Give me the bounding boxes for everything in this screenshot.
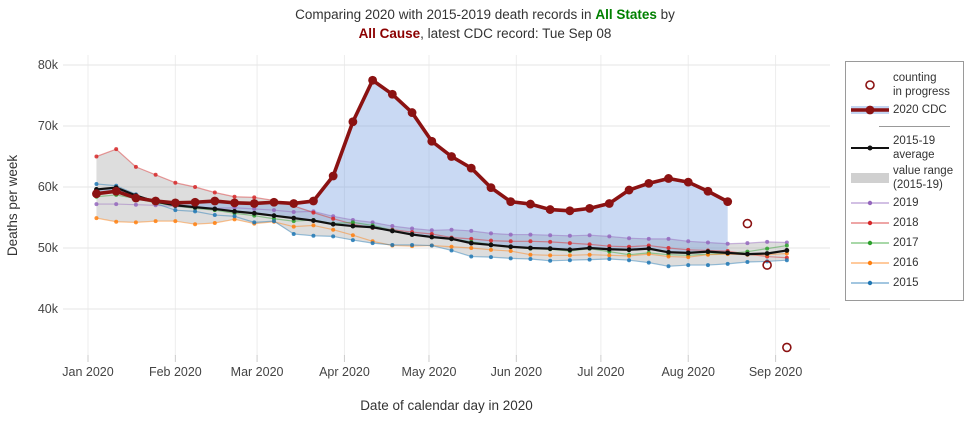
- legend-label: 2020 CDC: [893, 104, 947, 116]
- legend-swatch: [851, 234, 889, 252]
- legend-swatch: [851, 76, 889, 94]
- x-tick-label: Jul 2020: [577, 365, 624, 379]
- legend-swatch: [851, 214, 889, 232]
- year-line-icon: [851, 220, 889, 226]
- year-line-icon: [851, 200, 889, 206]
- x-tick-label: Sep 2020: [749, 365, 803, 379]
- legend-label: value range (2015-19): [893, 165, 954, 191]
- legend-item-y2017[interactable]: 2017: [851, 234, 958, 252]
- value-range-band-icon: [851, 173, 889, 183]
- legend-item-y2016[interactable]: 2016: [851, 254, 958, 272]
- legend-label: 2016: [893, 257, 919, 269]
- legend-label: 2019: [893, 197, 919, 209]
- legend-item-cdc2020[interactable]: 2020 CDC: [851, 101, 958, 119]
- chart-title-line2: All Cause, latest CDC record: Tue Sep 08: [5, 25, 965, 44]
- legend-item-y2019[interactable]: 2019: [851, 194, 958, 212]
- x-tick-label: Jun 2020: [491, 365, 542, 379]
- legend-label: counting in progress: [893, 72, 950, 98]
- x-tick-label: Feb 2020: [149, 365, 202, 379]
- y-tick-label: 40k: [38, 302, 59, 316]
- chart-title-line1: Comparing 2020 with 2015-2019 death reco…: [5, 6, 965, 25]
- 2020-line-icon: [851, 105, 889, 115]
- open-circle-icon: [865, 80, 875, 90]
- series-2020-cdc: [92, 75, 733, 216]
- y-tick-label: 50k: [38, 241, 59, 255]
- legend-swatch: [851, 194, 889, 212]
- legend-swatch: [851, 254, 889, 272]
- year-line-icon: [851, 280, 889, 286]
- x-tick-label: May 2020: [402, 365, 457, 379]
- title-cause-highlight: All Cause: [358, 25, 421, 41]
- x-tick-label: Jan 2020: [62, 365, 113, 379]
- legend-swatch: [851, 101, 889, 119]
- chart-title: Comparing 2020 with 2015-2019 death reco…: [5, 6, 965, 43]
- counting-in-progress-points: [742, 218, 792, 353]
- legend-swatch: [851, 274, 889, 292]
- title-states-highlight: All States: [595, 7, 657, 22]
- x-axis-title: Date of calendar day in 2020: [360, 398, 533, 413]
- legend-swatch: [851, 139, 889, 157]
- legend-label: 2017: [893, 237, 919, 249]
- legend-item-range[interactable]: value range (2015-19): [851, 164, 958, 192]
- legend-swatch: [851, 169, 889, 187]
- x-tick-label: Apr 2020: [319, 365, 370, 379]
- legend-item-y2018[interactable]: 2018: [851, 214, 958, 232]
- legend-item-average[interactable]: 2015-19 average: [851, 134, 958, 162]
- legend-divider: [879, 126, 950, 127]
- y-tick-label: 80k: [38, 58, 59, 72]
- x-tick-label: Mar 2020: [231, 365, 284, 379]
- legend-item-counting[interactable]: counting in progress: [851, 71, 958, 99]
- y-tick-label: 60k: [38, 180, 59, 194]
- legend-item-y2015[interactable]: 2015: [851, 274, 958, 292]
- title-record-date: , latest CDC record: Tue Sep 08: [420, 25, 612, 41]
- y-tick-label: 70k: [38, 119, 59, 133]
- legend-label: 2018: [893, 217, 919, 229]
- year-line-icon: [851, 260, 889, 266]
- title-text: Comparing 2020 with 2015-2019 death reco…: [295, 7, 596, 22]
- x-tick-label: Aug 2020: [661, 365, 715, 379]
- title-text-suffix: by: [656, 7, 675, 22]
- average-line-icon: [851, 145, 889, 151]
- value-range-band: [96, 149, 787, 267]
- legend-label: 2015-19 average: [893, 135, 936, 161]
- legend-label: 2015: [893, 277, 919, 289]
- year-line-icon: [851, 240, 889, 246]
- y-axis-title: Deaths per week: [5, 155, 20, 257]
- legend: counting in progress 2020 CDC 2015-19 averag…: [845, 61, 964, 301]
- series-2015: [94, 181, 789, 269]
